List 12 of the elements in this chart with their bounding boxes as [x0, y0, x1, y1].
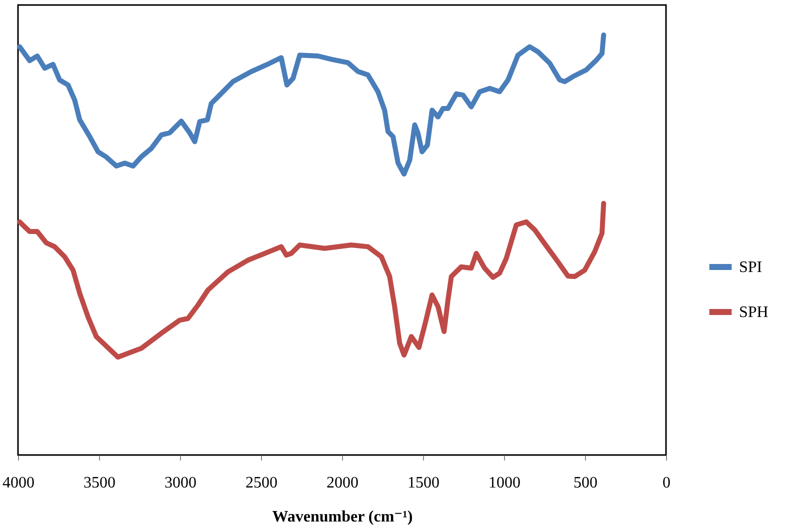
x-tick-label: 3500	[84, 474, 116, 492]
x-tick-label: 1000	[488, 474, 520, 492]
x-axis-title: Wavenumber (cm⁻¹)	[272, 508, 413, 526]
x-tick-label: 500	[574, 474, 598, 492]
x-tick-label: 3000	[164, 474, 196, 492]
legend-label: SPH	[739, 304, 769, 321]
x-tick-label: 0	[662, 474, 670, 492]
x-tick-label: 4000	[2, 474, 34, 492]
x-tick-label: 2000	[326, 474, 358, 492]
legend-label: SPI	[739, 259, 762, 276]
x-tick-label: 2500	[246, 474, 278, 492]
x-tick-label: 1500	[408, 474, 440, 492]
